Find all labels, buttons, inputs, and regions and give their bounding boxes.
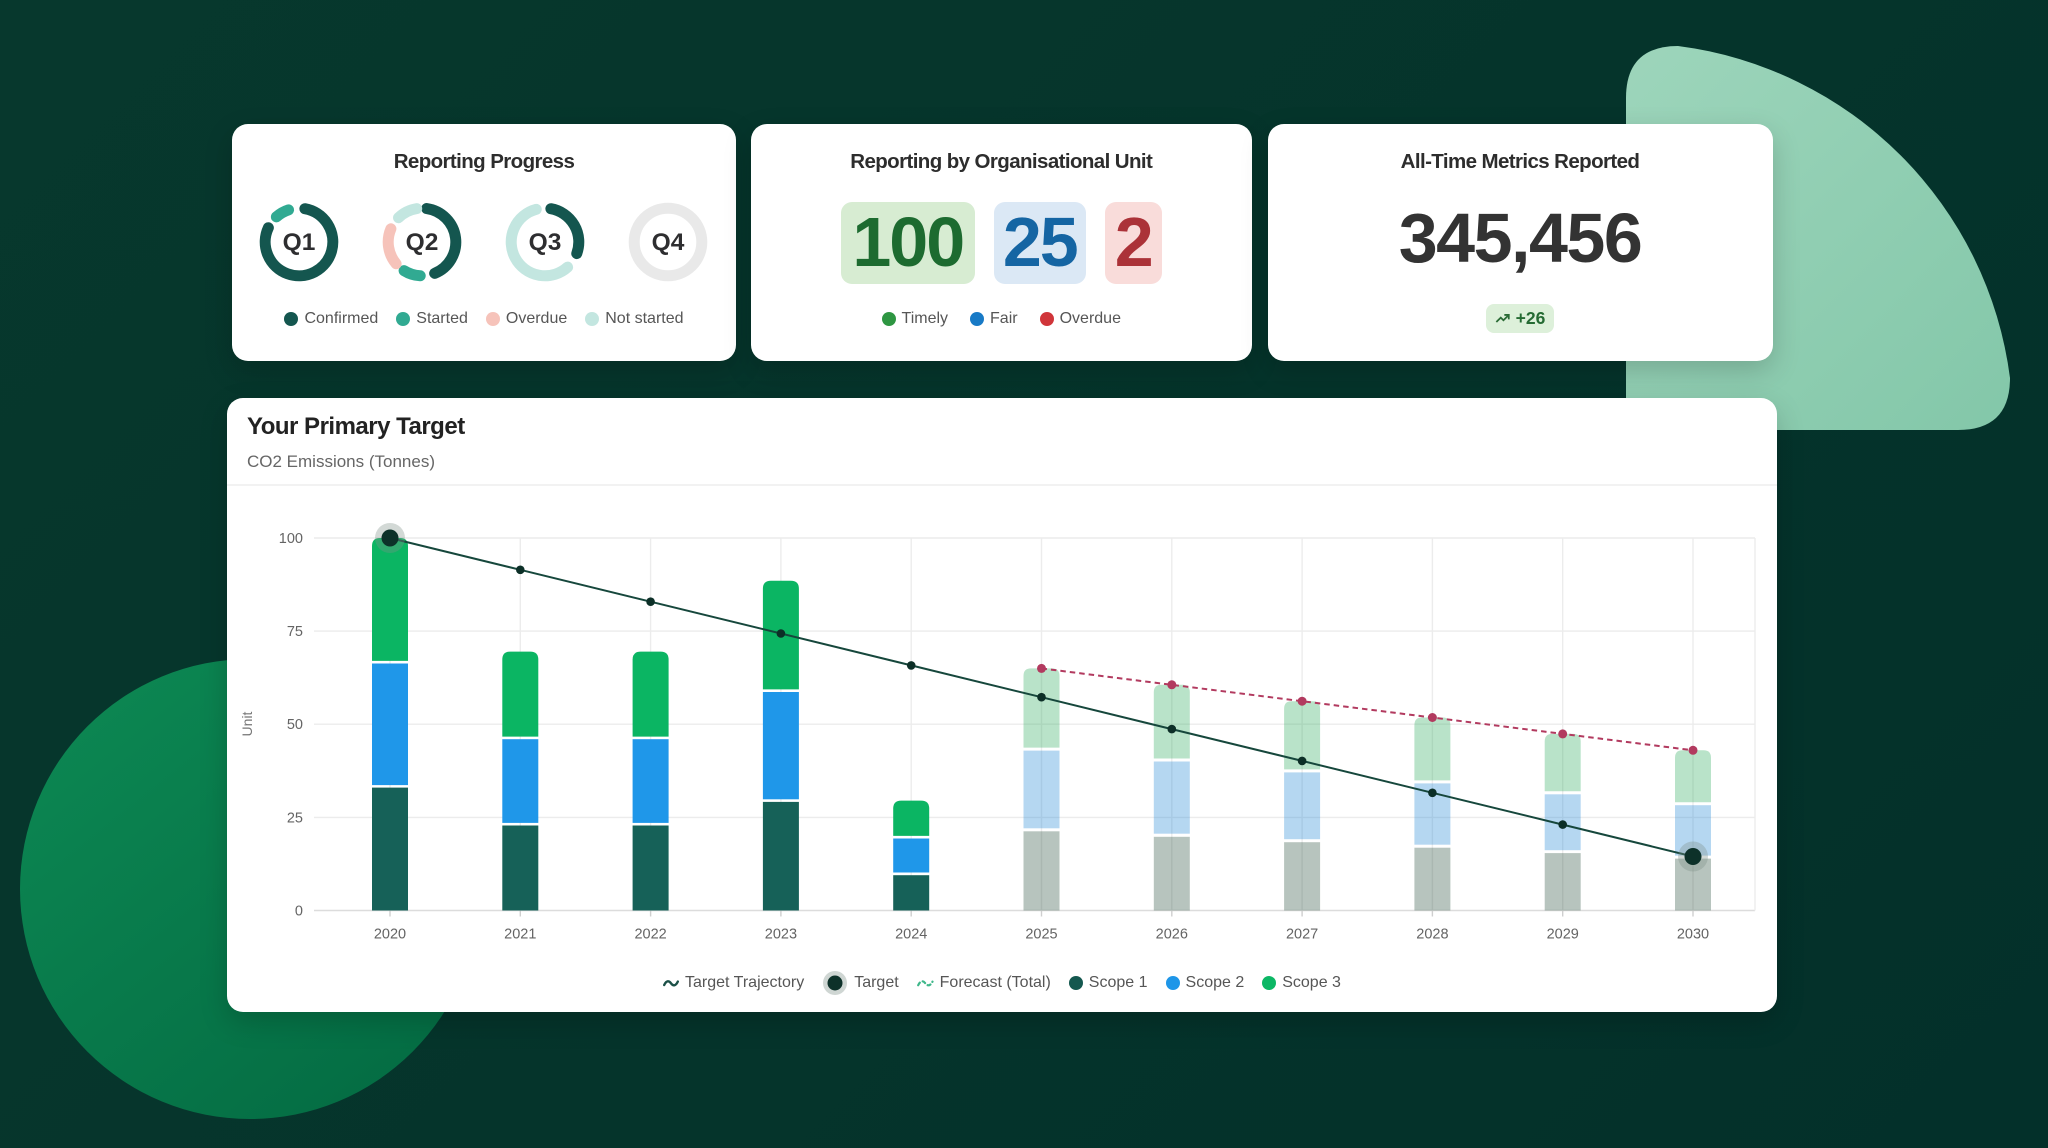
svg-text:2025: 2025 — [1025, 927, 1057, 943]
svg-text:CO2 Emissions (Tonnes): CO2 Emissions (Tonnes) — [247, 452, 435, 471]
svg-text:25: 25 — [287, 810, 303, 826]
svg-text:2027: 2027 — [1286, 927, 1318, 943]
svg-text:Your Primary Target: Your Primary Target — [247, 413, 465, 440]
svg-text:Unit: Unit — [239, 711, 255, 736]
svg-text:2029: 2029 — [1547, 927, 1579, 943]
svg-text:Q3: Q3 — [529, 229, 562, 256]
svg-text:2024: 2024 — [895, 927, 927, 943]
svg-text:Q1: Q1 — [283, 229, 316, 256]
svg-text:Q2: Q2 — [406, 229, 439, 256]
svg-text:2030: 2030 — [1677, 927, 1709, 943]
svg-text:2022: 2022 — [634, 927, 666, 943]
svg-text:50: 50 — [287, 717, 303, 733]
svg-text:75: 75 — [287, 624, 303, 640]
svg-text:100: 100 — [279, 531, 303, 547]
svg-text:2028: 2028 — [1416, 927, 1448, 943]
svg-text:2021: 2021 — [504, 927, 536, 943]
svg-text:2023: 2023 — [765, 927, 797, 943]
svg-text:Q4: Q4 — [652, 229, 685, 256]
svg-text:2026: 2026 — [1156, 927, 1188, 943]
svg-text:2020: 2020 — [374, 927, 406, 943]
svg-text:0: 0 — [295, 904, 303, 920]
